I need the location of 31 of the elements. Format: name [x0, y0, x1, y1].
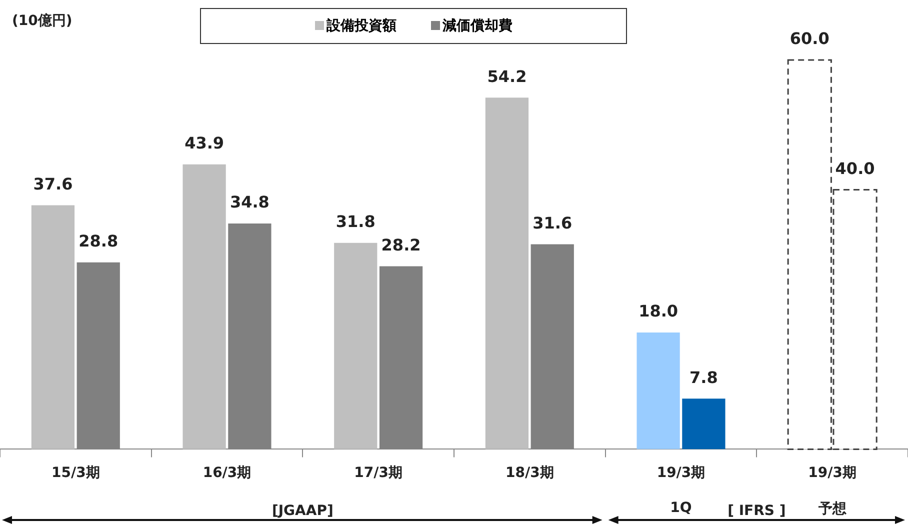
data-label: 40.0 — [835, 158, 875, 178]
x-tick-label: 15/3期 — [51, 465, 100, 482]
data-label: 43.9 — [184, 134, 224, 153]
x-tick-label: 16/3期 — [202, 465, 252, 482]
x-tick-label: 17/3期 — [354, 465, 403, 482]
data-label: 28.2 — [381, 235, 421, 254]
x-tick-label: 19/3期 — [808, 465, 857, 482]
text: [ IFRS ] — [724, 503, 790, 519]
bar — [31, 205, 75, 450]
data-label: 37.6 — [33, 174, 73, 194]
legend-label: 減価償却費 — [442, 17, 512, 35]
text: 1Q — [666, 500, 696, 516]
bar — [334, 242, 378, 450]
data-label: 7.8 — [690, 368, 718, 387]
x-tick-label: 18/3期 — [505, 465, 554, 482]
data-label: 18.0 — [638, 302, 678, 321]
text: 予想 — [814, 500, 850, 518]
data-label: 31.8 — [336, 212, 376, 232]
x-tick-label: 19/3期 — [656, 465, 706, 482]
legend-label: 設備投資額 — [325, 17, 396, 35]
text: (10億円) — [8, 12, 76, 30]
bar — [182, 164, 226, 450]
text: [JGAAP] — [268, 503, 338, 519]
data-label: 28.8 — [78, 232, 118, 251]
data-label: 60.0 — [790, 29, 830, 48]
data-label: 34.8 — [230, 192, 270, 212]
bar — [682, 398, 726, 450]
data-label: 31.6 — [532, 213, 572, 232]
bar — [485, 98, 529, 450]
data-label: 54.2 — [487, 66, 527, 86]
bar — [636, 332, 680, 450]
